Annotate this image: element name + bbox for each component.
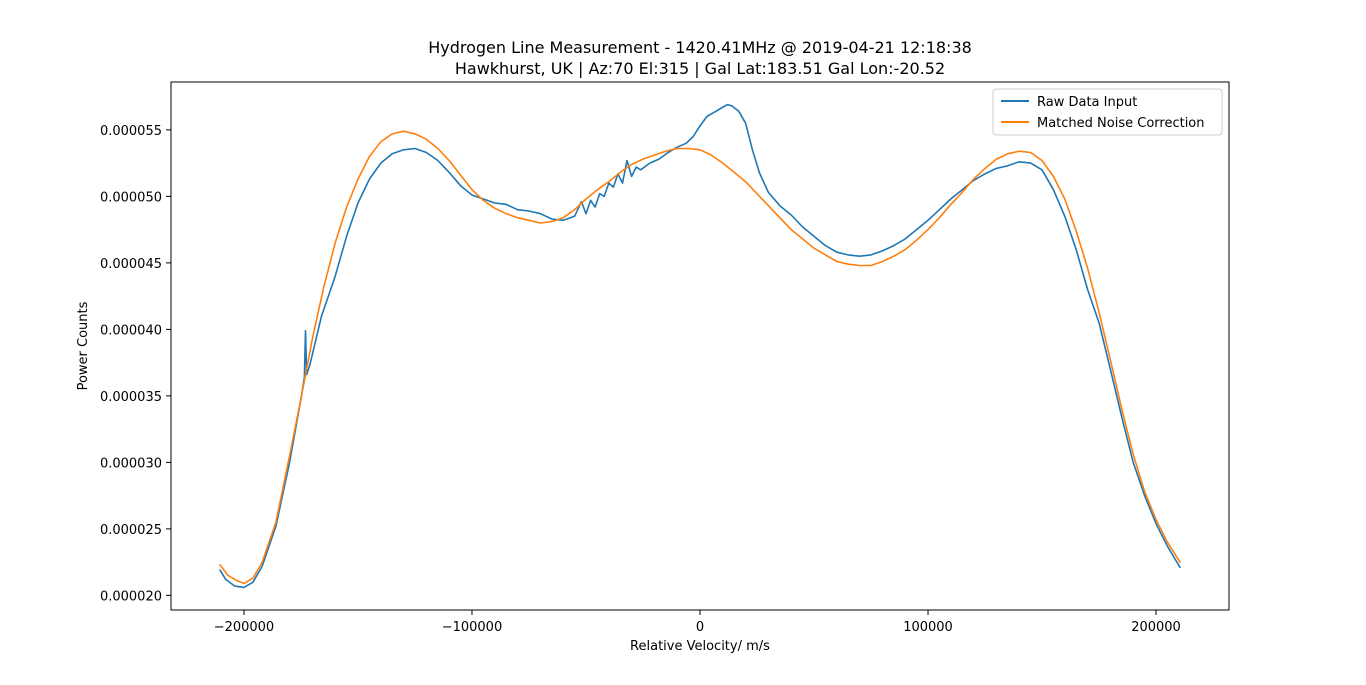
x-axis: −200000 −100000 0 100000 200000: [214, 610, 1181, 635]
y-tick-label: 0.000030: [100, 456, 162, 471]
legend-label-noise-correction: Matched Noise Correction: [1037, 116, 1205, 131]
x-tick-label: −100000: [442, 620, 503, 635]
y-axis: 0.000020 0.000025 0.000030 0.000035 0.000040…: [100, 124, 171, 604]
legend-label-raw-data: Raw Data Input: [1037, 95, 1137, 110]
y-tick-label: 0.000050: [100, 190, 162, 205]
y-axis-label: Power Counts: [76, 301, 91, 390]
y-tick-label: 0.000040: [100, 323, 162, 338]
x-axis-label: Relative Velocity/ m/s: [630, 639, 770, 654]
x-tick-label: −200000: [214, 620, 275, 635]
y-tick-label: 0.000035: [100, 390, 162, 405]
legend: Raw Data Input Matched Noise Correction: [992, 88, 1223, 136]
x-tick-label: 0: [696, 620, 704, 635]
y-tick-label: 0.000025: [100, 523, 162, 538]
y-tick-label: 0.000045: [100, 257, 162, 272]
y-tick-label: 0.000055: [100, 124, 162, 139]
x-tick-label: 200000: [1131, 620, 1181, 635]
series-layer: [219, 103, 1181, 589]
matched-noise-correction-line: [219, 130, 1181, 585]
x-tick-label: 100000: [903, 620, 953, 635]
chart-title-line-2: Hawkhurst, UK | Az:70 El:315 | Gal Lat:1…: [455, 59, 945, 78]
raw-data-input-line: [219, 103, 1181, 589]
chart-title-line-1: Hydrogen Line Measurement - 1420.41MHz @…: [428, 38, 972, 57]
legend-box: [992, 88, 1223, 136]
y-tick-label: 0.000020: [100, 589, 162, 604]
